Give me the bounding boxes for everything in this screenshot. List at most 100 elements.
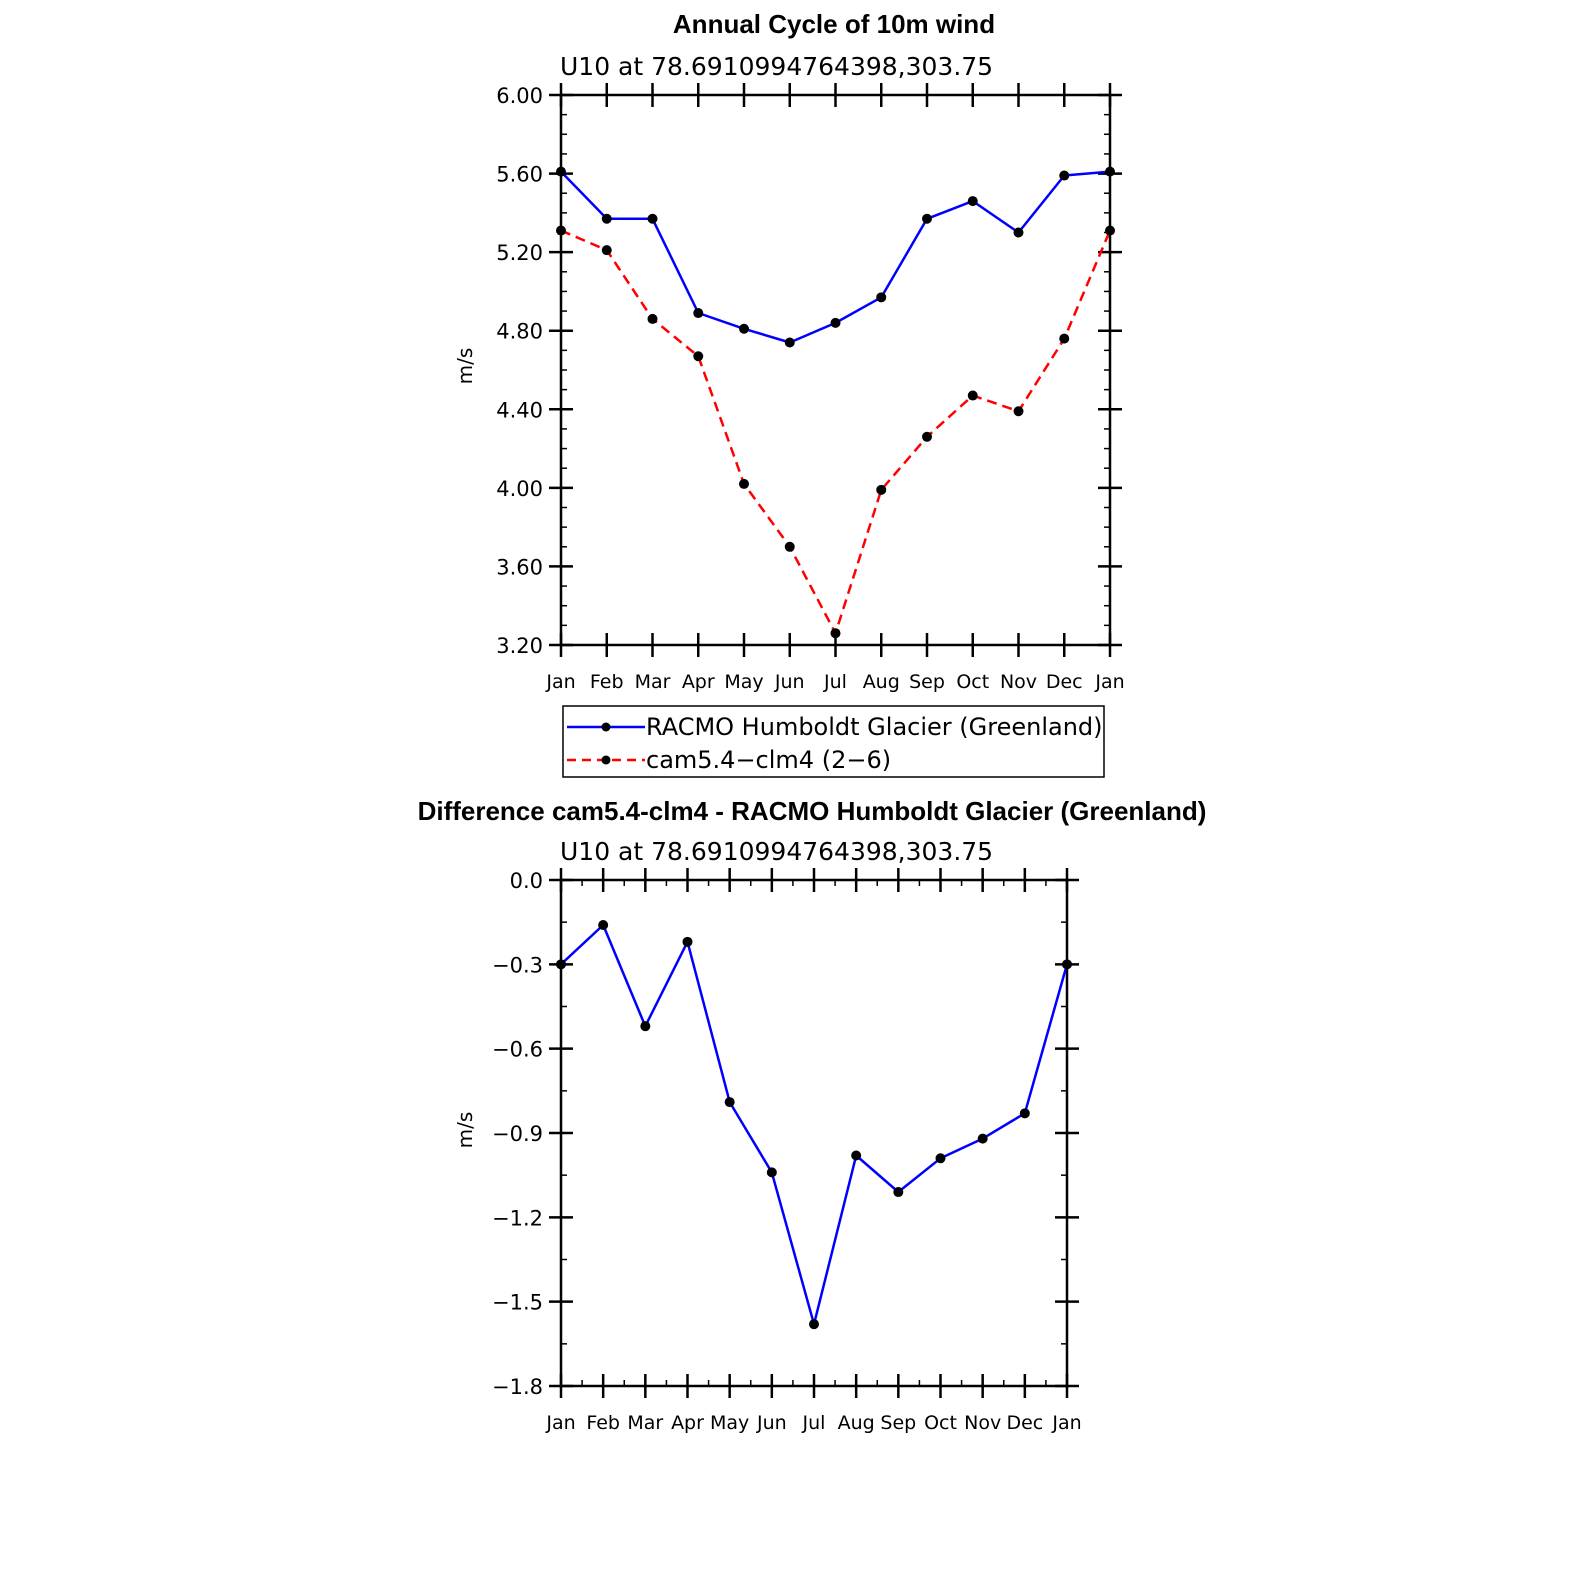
data-point — [893, 1187, 904, 1198]
data-point — [601, 213, 612, 224]
y-tick-label: −0.3 — [492, 953, 543, 977]
x-tick-label: Sep — [909, 671, 945, 693]
y-tick-label: −1.8 — [492, 1375, 543, 1399]
data-point — [724, 1097, 735, 1108]
series-line-0 — [560, 923, 1069, 1326]
data-point — [784, 337, 795, 348]
legend-label-cam: cam5.4−clm4 (2−6) — [646, 746, 891, 774]
x-tick-label: Jun — [774, 671, 805, 693]
data-point — [766, 1167, 777, 1178]
x-tick-label: Apr — [682, 671, 715, 693]
data-point — [1062, 959, 1072, 970]
data-point — [556, 959, 566, 970]
x-tick-label: Jan — [1094, 671, 1124, 693]
x-tick-label: Dec — [1046, 671, 1083, 693]
data-point — [876, 484, 887, 495]
y-tick-label: 3.60 — [496, 555, 543, 579]
y-tick-label: −1.5 — [492, 1291, 543, 1315]
x-tick-label: Aug — [838, 1412, 875, 1434]
legend: RACMO Humboldt Glacier (Greenland) cam5.… — [562, 705, 1105, 778]
y-tick-label: 6.00 — [496, 84, 543, 108]
x-tick-label: May — [710, 1412, 749, 1434]
y-tick-label: 4.40 — [496, 398, 543, 422]
data-point — [784, 541, 795, 552]
y-axis-label: m/s — [453, 348, 477, 385]
data-point — [935, 1153, 946, 1164]
x-tick-label: Apr — [671, 1412, 704, 1434]
x-tick-label: Feb — [586, 1412, 620, 1434]
x-tick-label: Jun — [756, 1412, 787, 1434]
plot-frame — [559, 93, 1112, 647]
data-point — [598, 919, 609, 930]
x-tick-label: Jan — [545, 1412, 575, 1434]
series-line-1 — [560, 229, 1112, 635]
x-tick-label: Sep — [880, 1412, 916, 1434]
data-point — [830, 628, 841, 639]
data-point — [640, 1021, 651, 1032]
data-point — [967, 196, 978, 207]
y-tick-label: 4.80 — [496, 320, 543, 344]
x-tick-label: Nov — [964, 1412, 1001, 1434]
legend-label-racmo: RACMO Humboldt Glacier (Greenland) — [646, 713, 1103, 741]
x-tick-label: Aug — [863, 671, 900, 693]
legend-marker-cam — [601, 755, 611, 765]
difference-panel: Difference cam5.4-clm4 - RACMO Humboldt … — [418, 796, 1207, 1434]
legend-box — [562, 705, 1105, 778]
data-point — [739, 323, 749, 334]
data-point — [830, 317, 841, 328]
series-line-0 — [560, 170, 1111, 344]
y-tick-label: −0.9 — [492, 1122, 543, 1146]
y-tick-label: 0.0 — [510, 869, 543, 893]
data-point — [1105, 166, 1115, 177]
y-tick-label: −0.6 — [492, 1038, 543, 1062]
data-point — [556, 225, 566, 236]
data-point — [922, 431, 932, 442]
x-tick-label: Feb — [590, 671, 624, 693]
data-point — [1059, 170, 1070, 181]
data-point — [922, 213, 932, 224]
y-tick-label: 5.60 — [496, 163, 543, 187]
chart-subtitle: U10 at 78.6910994764398,303.75 — [560, 837, 993, 866]
data-point — [977, 1133, 988, 1144]
x-tick-label: Mar — [635, 671, 671, 693]
y-tick-label: 5.20 — [496, 241, 543, 265]
data-point — [601, 245, 612, 256]
data-point — [739, 478, 749, 489]
y-tick-label: 3.20 — [496, 634, 543, 658]
chart-subtitle: U10 at 78.6910994764398,303.75 — [560, 52, 993, 81]
y-axis-label: m/s — [453, 1112, 477, 1149]
data-point — [682, 936, 693, 947]
chart-title: Annual Cycle of 10m wind — [673, 9, 995, 39]
data-point — [876, 292, 887, 303]
x-tick-label: May — [724, 671, 763, 693]
data-point — [1013, 227, 1024, 238]
x-tick-label: Oct — [924, 1412, 957, 1434]
data-point — [556, 166, 566, 177]
data-point — [693, 308, 704, 319]
legend-marker-racmo — [601, 722, 611, 732]
data-point — [647, 313, 658, 324]
data-point — [647, 213, 658, 224]
data-point — [1105, 225, 1115, 236]
x-tick-label: Jul — [823, 671, 847, 693]
chart-title: Difference cam5.4-clm4 - RACMO Humboldt … — [418, 796, 1207, 826]
x-tick-label: Jan — [1051, 1412, 1081, 1434]
data-point — [1059, 333, 1070, 344]
x-tick-label: Dec — [1006, 1412, 1043, 1434]
data-point — [809, 1319, 819, 1330]
data-point — [1019, 1108, 1030, 1119]
y-tick-label: −1.2 — [492, 1206, 543, 1230]
x-tick-label: Jul — [802, 1412, 826, 1434]
data-point — [967, 390, 978, 401]
data-point — [693, 351, 704, 362]
data-point — [1013, 406, 1024, 417]
x-tick-label: Nov — [1000, 671, 1037, 693]
plot-area: 3.20 3.60 4.00 4.40 4.80 5.20 5.60 6.00 Jan Feb Ma… — [496, 83, 1125, 693]
annual-cycle-panel: Annual Cycle of 10m wind U10 at 78.69109… — [453, 9, 1125, 778]
x-tick-label: Oct — [956, 671, 989, 693]
data-point — [851, 1150, 862, 1161]
x-tick-label: Jan — [545, 671, 575, 693]
y-tick-label: 4.00 — [496, 477, 543, 501]
